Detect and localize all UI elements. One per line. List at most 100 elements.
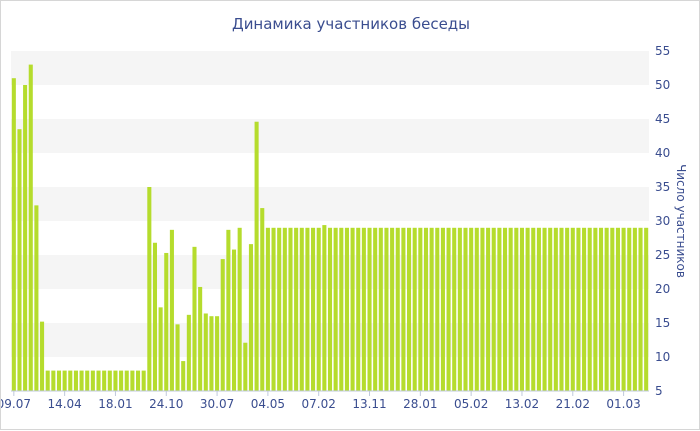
- bar: [220, 259, 225, 391]
- bar: [265, 227, 270, 391]
- grid-band: [11, 187, 649, 221]
- x-tick-label: 01.03: [606, 397, 640, 411]
- bar: [260, 208, 265, 391]
- bar: [316, 227, 321, 391]
- y-tick-label: 35: [655, 180, 670, 194]
- bar: [582, 227, 587, 391]
- y-tick-label: 10: [655, 350, 670, 364]
- bar: [158, 307, 163, 391]
- bar: [141, 370, 146, 391]
- y-tick-label: 50: [655, 78, 670, 92]
- bar: [164, 252, 169, 391]
- bar: [85, 370, 90, 391]
- bar: [435, 227, 440, 391]
- bar: [282, 227, 287, 391]
- bar: [474, 227, 479, 391]
- bar: [305, 227, 310, 391]
- bar: [226, 229, 231, 391]
- bar: [384, 227, 389, 391]
- bar: [11, 78, 16, 391]
- bar: [192, 246, 197, 391]
- bar: [79, 370, 84, 391]
- bar: [198, 286, 203, 391]
- bar: [243, 342, 248, 391]
- y-tick-label: 45: [655, 112, 670, 126]
- bar: [570, 227, 575, 391]
- bar: [62, 370, 67, 391]
- y-tick-label: 5: [655, 384, 663, 398]
- bar: [322, 225, 327, 391]
- bar: [502, 227, 508, 391]
- bar: [514, 227, 519, 391]
- bar: [350, 227, 355, 391]
- bar: [40, 321, 45, 391]
- x-tick-label: 13.11: [352, 397, 386, 411]
- bar: [237, 227, 242, 391]
- bar: [181, 361, 186, 391]
- bar: [28, 64, 33, 391]
- x-tick-label: 09.07: [1, 397, 31, 411]
- bar: [412, 227, 417, 391]
- bar: [457, 227, 462, 391]
- bar: [294, 227, 299, 391]
- bar: [553, 227, 558, 391]
- bar: [440, 227, 445, 391]
- bar: [299, 227, 304, 391]
- bar: [373, 227, 378, 391]
- bar-series: [11, 64, 649, 391]
- y-axis-label: Число участников: [674, 164, 688, 278]
- bar: [107, 370, 112, 391]
- bar: [169, 229, 174, 391]
- bar: [288, 227, 293, 391]
- bar: [367, 227, 372, 391]
- x-tick-label: 14.04: [47, 397, 81, 411]
- bar: [508, 227, 513, 391]
- bar: [548, 227, 553, 391]
- y-tick-label: 20: [655, 282, 670, 296]
- bar: [519, 227, 524, 391]
- y-tick-label: 40: [655, 146, 670, 160]
- bar: [423, 227, 429, 391]
- bar: [339, 227, 344, 391]
- x-tick-label: 24.10: [149, 397, 183, 411]
- x-tick-label: 05.02: [454, 397, 488, 411]
- bar: [565, 227, 570, 391]
- bar: [559, 227, 564, 391]
- bar: [361, 227, 366, 391]
- bar: [90, 370, 95, 391]
- bar: [136, 370, 141, 391]
- bar: [124, 370, 129, 391]
- x-tick-label: 07.02: [302, 397, 336, 411]
- bar: [395, 227, 400, 391]
- bar: [593, 227, 598, 391]
- x-axis-ticks: 09.07 14.04 18.01 24.10 30.07 04.05 07.02 13.11…: [1, 391, 641, 411]
- bar: [536, 227, 541, 391]
- x-tick-label: 18.01: [98, 397, 132, 411]
- bar: [401, 227, 406, 391]
- bar: [68, 370, 73, 391]
- bar: [497, 227, 502, 391]
- bar: [446, 227, 451, 391]
- bar: [491, 227, 496, 391]
- bar: [119, 370, 124, 391]
- bar: [344, 227, 349, 391]
- bar: [34, 205, 39, 391]
- chart-title: Динамика участников беседы: [232, 15, 470, 33]
- bar: [113, 370, 118, 391]
- bar: [175, 324, 180, 391]
- x-tick-label: 13.02: [505, 397, 539, 411]
- bar: [598, 227, 604, 391]
- bar: [277, 227, 282, 391]
- x-tick-label: 04.05: [251, 397, 285, 411]
- bar: [333, 227, 338, 391]
- y-tick-label: 15: [655, 316, 670, 330]
- bar: [542, 227, 547, 391]
- y-tick-label: 55: [655, 44, 670, 58]
- bar: [56, 370, 62, 391]
- bar: [271, 227, 276, 391]
- bar: [186, 314, 191, 391]
- bar: [248, 244, 253, 391]
- bar: [463, 227, 468, 391]
